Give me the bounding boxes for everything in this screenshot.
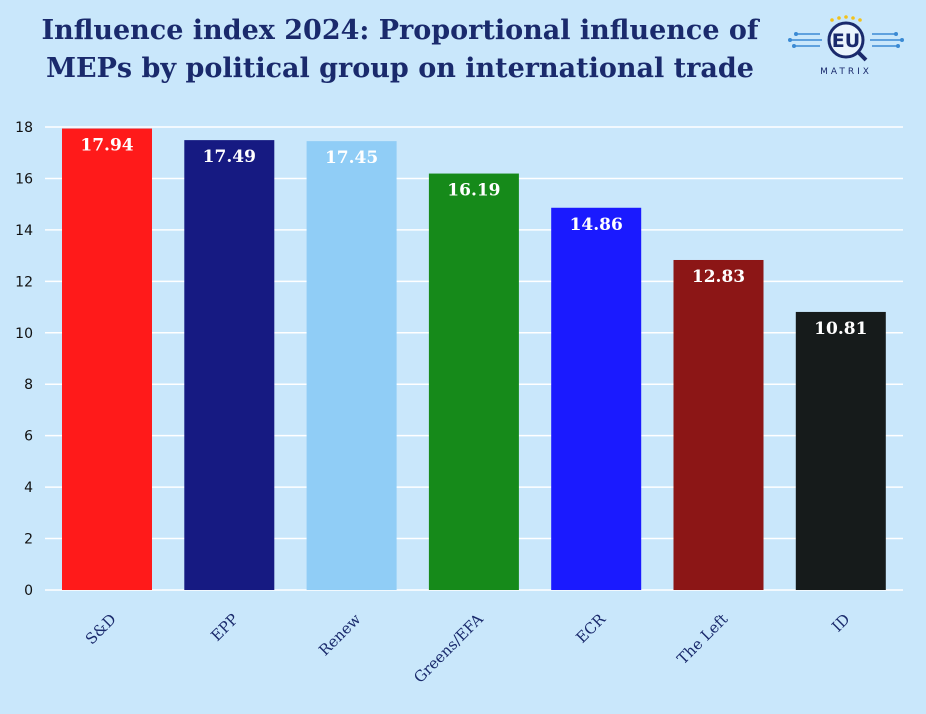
y-tick-label: 16 [15, 171, 33, 187]
bar-4 [551, 207, 642, 591]
value-label: 16.19 [447, 181, 500, 201]
category-label: Renew [315, 610, 364, 659]
value-label: 17.94 [80, 136, 133, 156]
y-axis: 0 2 4 6 8 10 12 14 16 18 [15, 120, 33, 599]
y-tick-label: 12 [15, 274, 33, 290]
chart-title-line-1: Influence index 2024: Proportional influ… [41, 15, 759, 46]
category-label: The Left [674, 610, 732, 668]
y-tick-label: 2 [24, 532, 33, 548]
value-label: 17.49 [203, 147, 256, 167]
y-tick-label: 18 [15, 120, 33, 136]
y-tick-label: 14 [15, 223, 33, 239]
x-axis: S&D EPP Renew Greens/EFA ECR The Left ID [82, 610, 854, 687]
y-tick-label: 8 [24, 377, 33, 393]
y-tick-label: 10 [15, 326, 33, 342]
chart-title: Influence index 2024: Proportional influ… [20, 12, 780, 88]
y-tick-label: 4 [24, 480, 33, 496]
eu-matrix-logo: EU MATRIX [788, 15, 904, 77]
bar-5 [673, 259, 764, 590]
value-label: 12.83 [692, 267, 745, 287]
chart-title-line-2: MEPs by political group on international… [46, 53, 754, 84]
category-label: Greens/EFA [410, 610, 487, 687]
category-label: EPP [207, 610, 242, 645]
y-tick-label: 0 [24, 583, 33, 599]
bar-1 [184, 140, 275, 590]
stars-icon [830, 15, 862, 22]
value-label: 10.81 [814, 319, 867, 339]
bar-2 [306, 141, 397, 590]
bar-6 [795, 311, 886, 590]
category-label: S&D [82, 610, 120, 648]
logo-text: EU [832, 30, 860, 52]
value-label: 17.45 [325, 148, 378, 168]
value-labels: 17.94 17.49 17.45 16.19 14.86 12.83 10.81 [80, 136, 867, 339]
y-tick-label: 6 [24, 429, 33, 445]
category-label: ID [828, 610, 853, 635]
logo-subtext: MATRIX [820, 67, 872, 77]
bar-0 [62, 128, 152, 590]
bar-3 [428, 173, 519, 590]
value-label: 14.86 [570, 215, 623, 235]
category-label: ECR [572, 610, 609, 647]
bars [62, 128, 886, 591]
